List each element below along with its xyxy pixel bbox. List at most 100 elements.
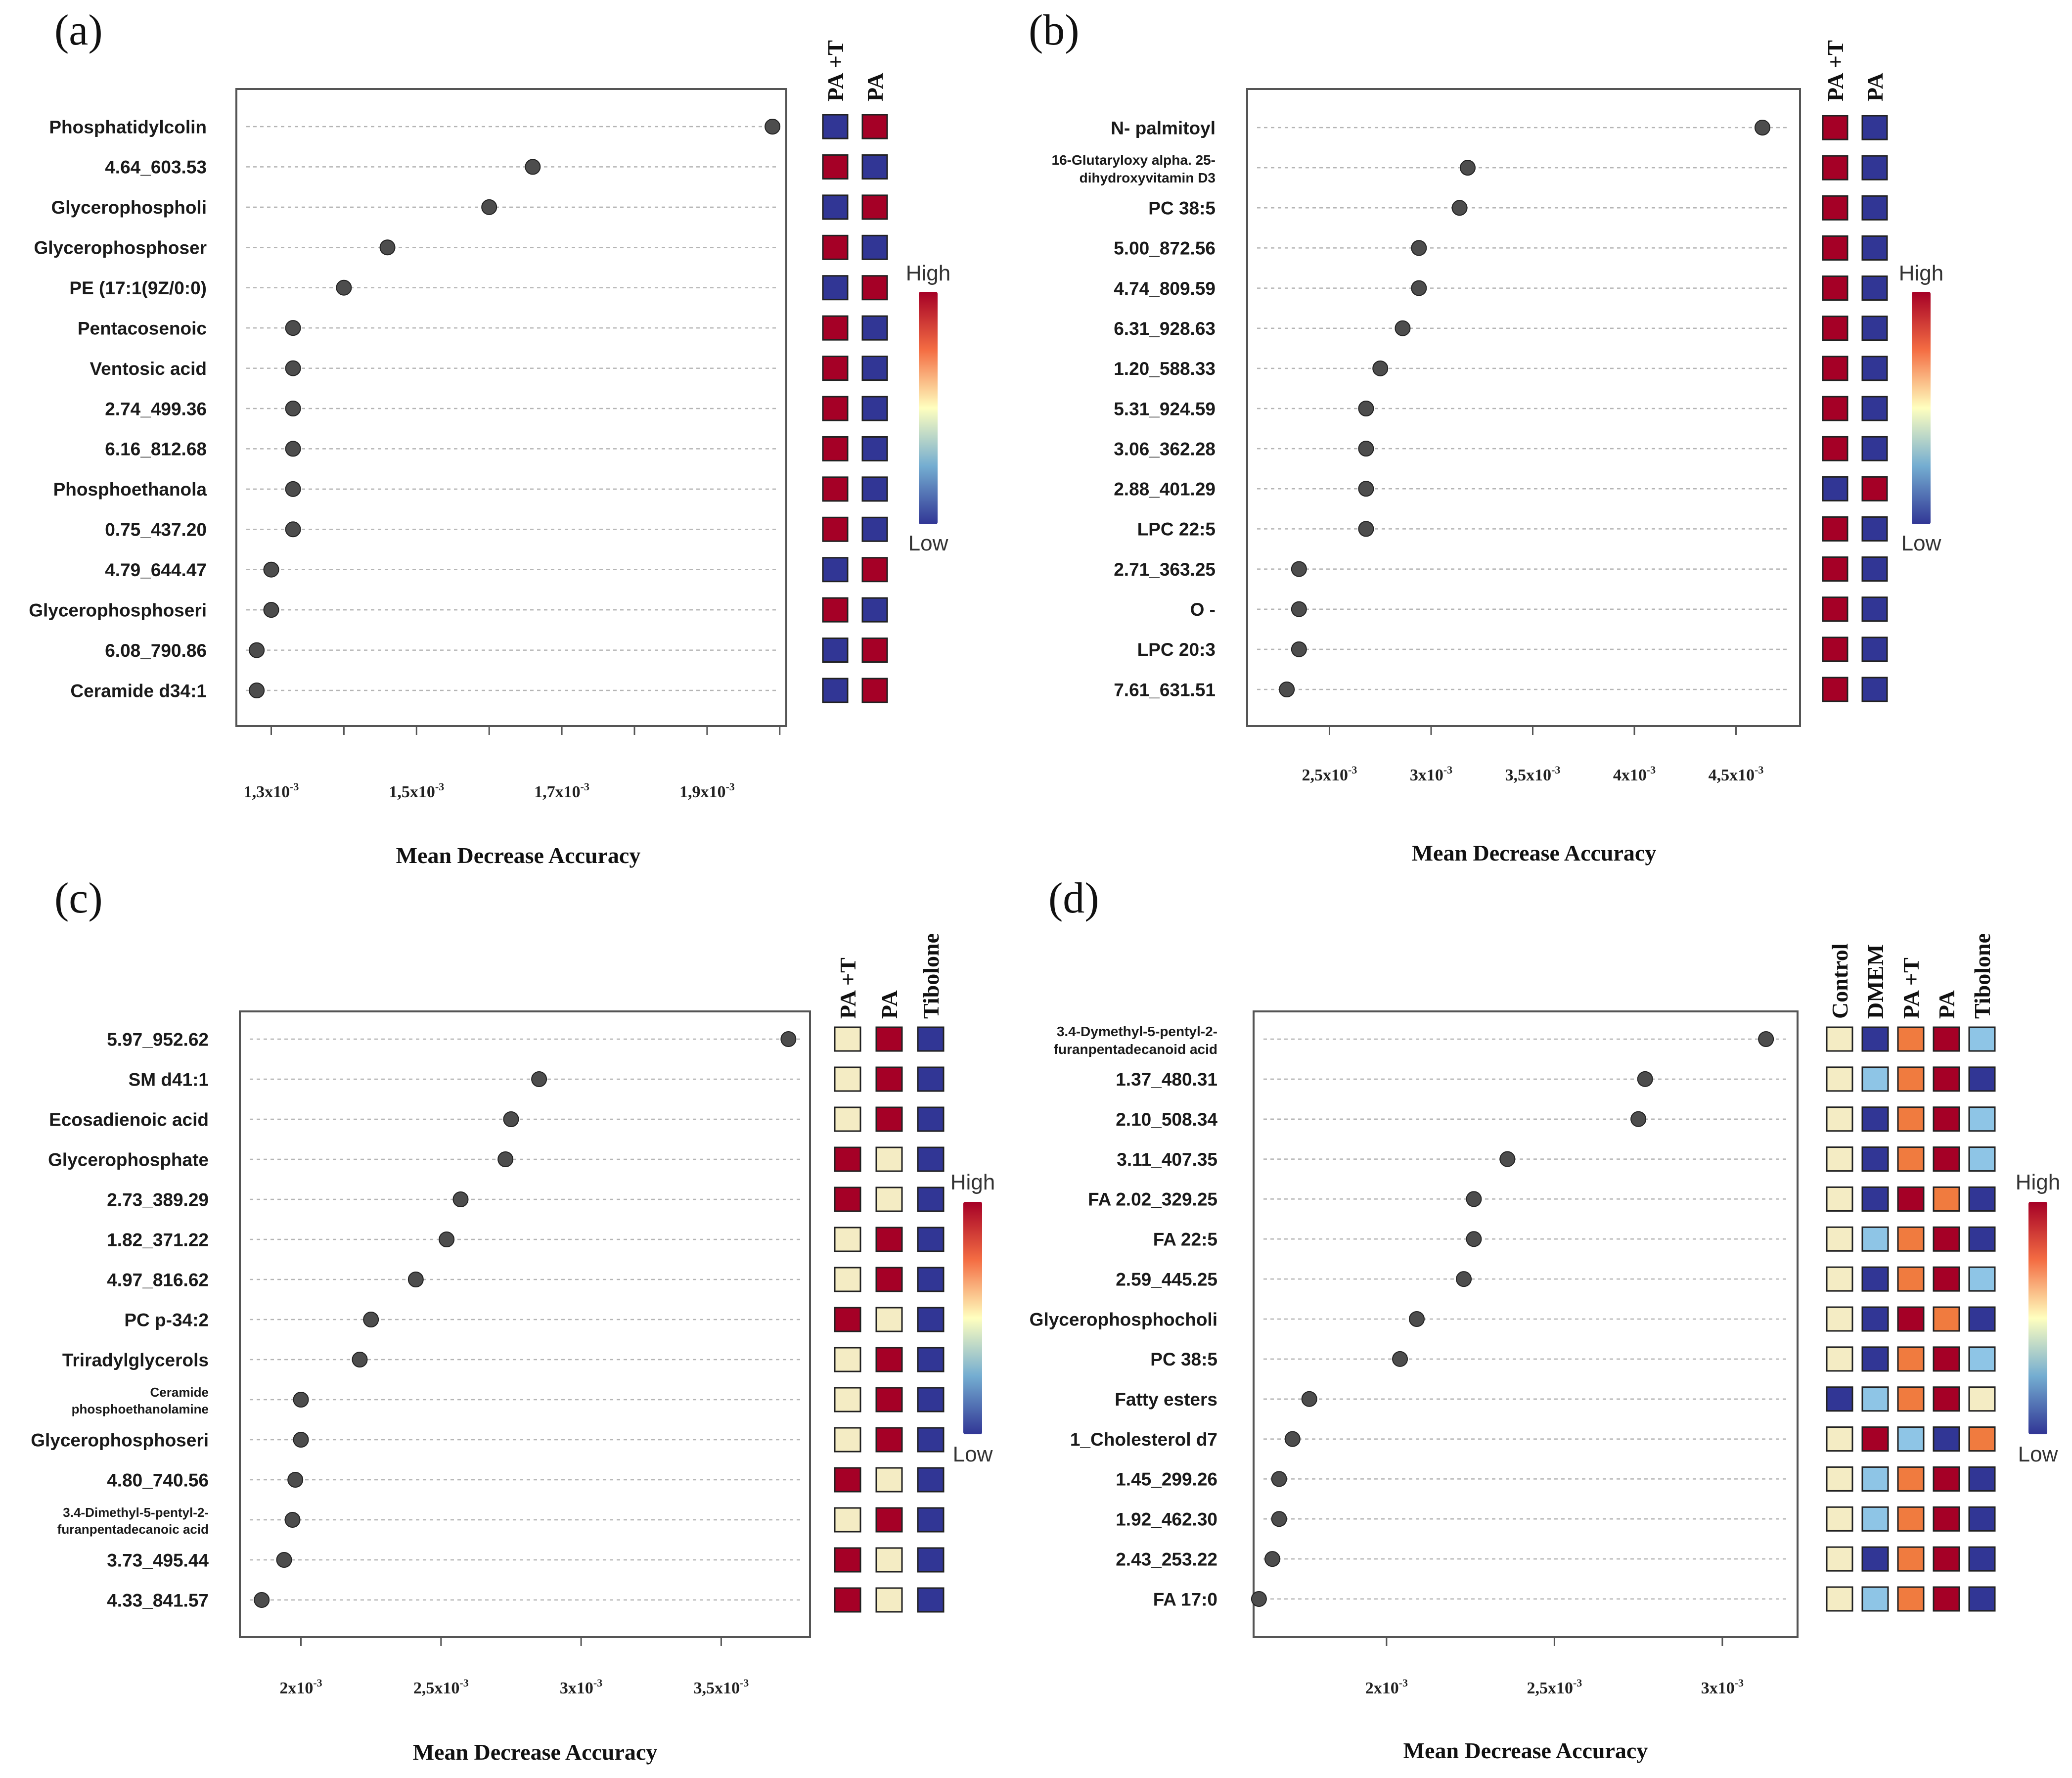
importance-dot	[1411, 280, 1427, 296]
feature-label: 7.61_631.51	[1114, 680, 1216, 700]
heat-cell	[822, 275, 849, 301]
importance-dot	[285, 441, 301, 457]
heat-cell	[1861, 1386, 1889, 1412]
heat-cell	[1822, 316, 1848, 341]
heat-cell	[917, 1227, 945, 1252]
heat-cell	[875, 1026, 903, 1052]
importance-dot	[287, 1472, 304, 1488]
heat-cell	[822, 114, 849, 139]
heat-cell	[1933, 1106, 1960, 1132]
heat-column-header: PA	[1862, 73, 1888, 101]
heat-cell	[1968, 1026, 1996, 1052]
heat-cell	[834, 1307, 861, 1332]
feature-label: Phosphoethanola	[53, 479, 207, 500]
heat-cell	[822, 396, 849, 421]
x-axis-title: Mean Decrease Accuracy	[413, 1739, 658, 1765]
heat-cell	[861, 476, 888, 502]
feature-label: Ceramide d34:1	[70, 681, 207, 701]
importance-dot	[293, 1392, 309, 1408]
x-tick-label: 1,5x10-3	[389, 780, 444, 801]
feature-label: 6.08_790.86	[105, 640, 207, 661]
feature-label: 2.71_363.25	[1114, 559, 1216, 580]
heat-cell	[1897, 1546, 1925, 1572]
heat-cell	[1861, 195, 1888, 221]
importance-dot	[284, 1512, 301, 1528]
feature-label: phosphoethanolamine	[72, 1402, 209, 1416]
heat-cell	[1826, 1106, 1853, 1132]
heat-cell	[1933, 1026, 1960, 1052]
heat-cell	[1933, 1506, 1960, 1532]
heat-cell	[1826, 1306, 1853, 1332]
heat-cell	[834, 1106, 861, 1132]
heat-cell	[875, 1267, 903, 1292]
feature-label: 4.97_816.62	[107, 1270, 209, 1290]
importance-dot	[1392, 1351, 1408, 1367]
heat-cell	[834, 1507, 861, 1533]
heat-cell	[1897, 1466, 1925, 1492]
feature-label: FA 22:5	[1153, 1230, 1217, 1250]
heat-cell	[1861, 637, 1888, 662]
heat-column-header: Control	[1827, 944, 1852, 1019]
color-legend-bar	[919, 292, 938, 524]
importance-dot	[1637, 1071, 1653, 1087]
heat-cell	[917, 1026, 945, 1052]
heat-cell	[875, 1427, 903, 1453]
feature-label: 3.4-Dymethyl-5-pentyl-2-	[1057, 1024, 1217, 1039]
feature-label: PC p-34:2	[124, 1310, 209, 1330]
heat-cell	[875, 1186, 903, 1212]
feature-label: LPC 22:5	[1137, 519, 1216, 540]
heat-cell	[1933, 1466, 1960, 1492]
heat-cell	[1968, 1546, 1996, 1572]
heat-cell	[875, 1587, 903, 1613]
heat-cell	[834, 1347, 861, 1372]
heat-column-header: PA	[862, 73, 888, 101]
heat-cell	[917, 1347, 945, 1372]
heat-cell	[834, 1467, 861, 1493]
heat-cell	[1861, 1506, 1889, 1532]
heat-cell	[1822, 275, 1848, 301]
heat-cell	[875, 1347, 903, 1372]
heat-cell	[834, 1427, 861, 1453]
heat-column-header: PA +T	[835, 957, 860, 1019]
heat-cell	[834, 1186, 861, 1212]
heat-cell	[875, 1387, 903, 1413]
heat-cell	[1861, 1026, 1889, 1052]
importance-dot	[249, 642, 265, 658]
heat-cell	[1861, 356, 1888, 381]
feature-label: Triradylglycerols	[62, 1350, 209, 1370]
heat-cell	[917, 1547, 945, 1573]
heat-cell	[1933, 1546, 1960, 1572]
heat-cell	[1826, 1146, 1853, 1172]
heat-column-header: PA	[1934, 990, 1959, 1019]
legend-low-label: Low	[908, 531, 948, 555]
feature-label: 1.20_588.33	[1114, 359, 1216, 379]
heat-cell	[861, 194, 888, 220]
heat-cell	[861, 516, 888, 542]
heat-cell	[861, 154, 888, 180]
heat-cell	[875, 1227, 903, 1252]
importance-dot	[336, 279, 352, 296]
heat-cell	[1933, 1386, 1960, 1412]
heat-cell	[822, 315, 849, 341]
heat-cell	[822, 516, 849, 542]
heat-cell	[861, 114, 888, 139]
feature-label: LPC 20:3	[1137, 639, 1216, 660]
importance-dot	[263, 602, 279, 618]
heat-cell	[1861, 1426, 1889, 1452]
heat-cell	[1826, 1386, 1853, 1412]
panel-label: (b)	[1029, 6, 1080, 54]
panel-b: (b) 2,5x10-3 3x10-3 3,5x10-3 4x10-3 4,5x10-3 M…	[1029, 6, 1943, 866]
heat-column-header: Tibolone	[1970, 933, 1995, 1019]
importance-dot	[439, 1231, 455, 1247]
heat-cell	[861, 436, 888, 461]
heat-cell	[1826, 1226, 1853, 1252]
heat-cell	[1861, 556, 1888, 582]
heat-cell	[1968, 1146, 1996, 1172]
heat-cell	[1861, 316, 1888, 341]
x-tick-label: 2,5x10-3	[1302, 764, 1357, 784]
heat-cell	[1822, 516, 1848, 542]
heat-cell	[861, 275, 888, 301]
feature-label: Phosphatidylcolin	[49, 117, 207, 137]
